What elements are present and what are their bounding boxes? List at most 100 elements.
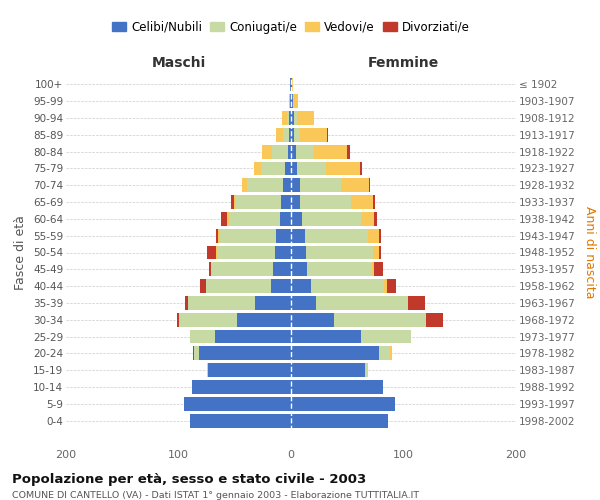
Bar [305,246,373,260]
Bar [408,296,425,310]
Bar [193,346,194,360]
Bar [290,78,291,92]
Bar [314,144,347,158]
Bar [374,212,377,226]
Bar [379,229,381,242]
Bar [179,313,237,326]
Bar [291,246,305,260]
Bar [291,144,296,158]
Bar [236,195,281,209]
Bar [295,111,296,125]
Bar [292,78,293,92]
Bar [291,195,300,209]
Bar [275,246,291,260]
Bar [296,162,326,175]
Bar [199,346,291,360]
Legend: Celibi/Nubili, Coniugati/e, Vedovi/e, Divorziati/e: Celibi/Nubili, Coniugati/e, Vedovi/e, Di… [107,16,475,38]
Bar [293,94,298,108]
Bar [374,262,383,276]
Bar [291,296,316,310]
Bar [300,128,327,141]
Bar [271,279,291,293]
Bar [326,162,359,175]
Bar [283,178,291,192]
Bar [277,128,283,141]
Bar [287,144,291,158]
Bar [208,364,291,377]
Bar [215,229,218,242]
Bar [386,279,395,293]
Bar [272,144,287,158]
Bar [291,229,305,242]
Bar [307,262,372,276]
Bar [291,262,307,276]
Bar [241,178,247,192]
Bar [300,195,350,209]
Bar [385,279,386,293]
Bar [373,195,376,209]
Bar [334,313,426,326]
Bar [209,262,211,276]
Bar [218,229,220,242]
Bar [233,195,236,209]
Bar [365,364,367,377]
Bar [283,128,289,141]
Bar [291,414,388,428]
Bar [379,246,381,260]
Bar [291,162,296,175]
Bar [178,313,179,326]
Bar [287,111,289,125]
Bar [273,262,291,276]
Bar [190,414,291,428]
Bar [300,178,341,192]
Bar [280,212,291,226]
Bar [277,229,291,242]
Bar [373,246,379,260]
Bar [291,212,302,226]
Bar [184,397,291,410]
Bar [361,212,374,226]
Bar [255,296,291,310]
Text: Popolazione per età, sesso e stato civile - 2003: Popolazione per età, sesso e stato civil… [12,472,366,486]
Bar [291,330,361,344]
Y-axis label: Anni di nascita: Anni di nascita [583,206,596,298]
Bar [290,94,291,108]
Bar [350,195,373,209]
Bar [254,162,260,175]
Bar [206,246,215,260]
Bar [211,262,273,276]
Bar [302,212,361,226]
Bar [217,246,275,260]
Bar [220,229,277,242]
Bar [347,144,349,158]
Text: Femmine: Femmine [368,56,439,70]
Bar [262,144,272,158]
Bar [291,313,334,326]
Bar [281,195,291,209]
Bar [194,346,199,360]
Bar [215,330,291,344]
Bar [289,111,291,125]
Bar [367,229,379,242]
Bar [311,279,385,293]
Bar [187,296,255,310]
Bar [237,313,291,326]
Bar [192,380,291,394]
Bar [316,296,408,310]
Bar [361,330,412,344]
Bar [291,78,292,92]
Bar [289,94,290,108]
Bar [291,279,311,293]
Text: Maschi: Maschi [151,56,206,70]
Bar [291,397,395,410]
Bar [426,313,443,326]
Text: COMUNE DI CANTELLO (VA) - Dati ISTAT 1° gennaio 2003 - Elaborazione TUTTITALIA.I: COMUNE DI CANTELLO (VA) - Dati ISTAT 1° … [12,491,419,500]
Bar [221,212,227,226]
Bar [291,128,295,141]
Y-axis label: Fasce di età: Fasce di età [14,215,28,290]
Bar [185,296,187,310]
Bar [260,162,286,175]
Bar [291,111,295,125]
Bar [296,144,314,158]
Bar [286,162,291,175]
